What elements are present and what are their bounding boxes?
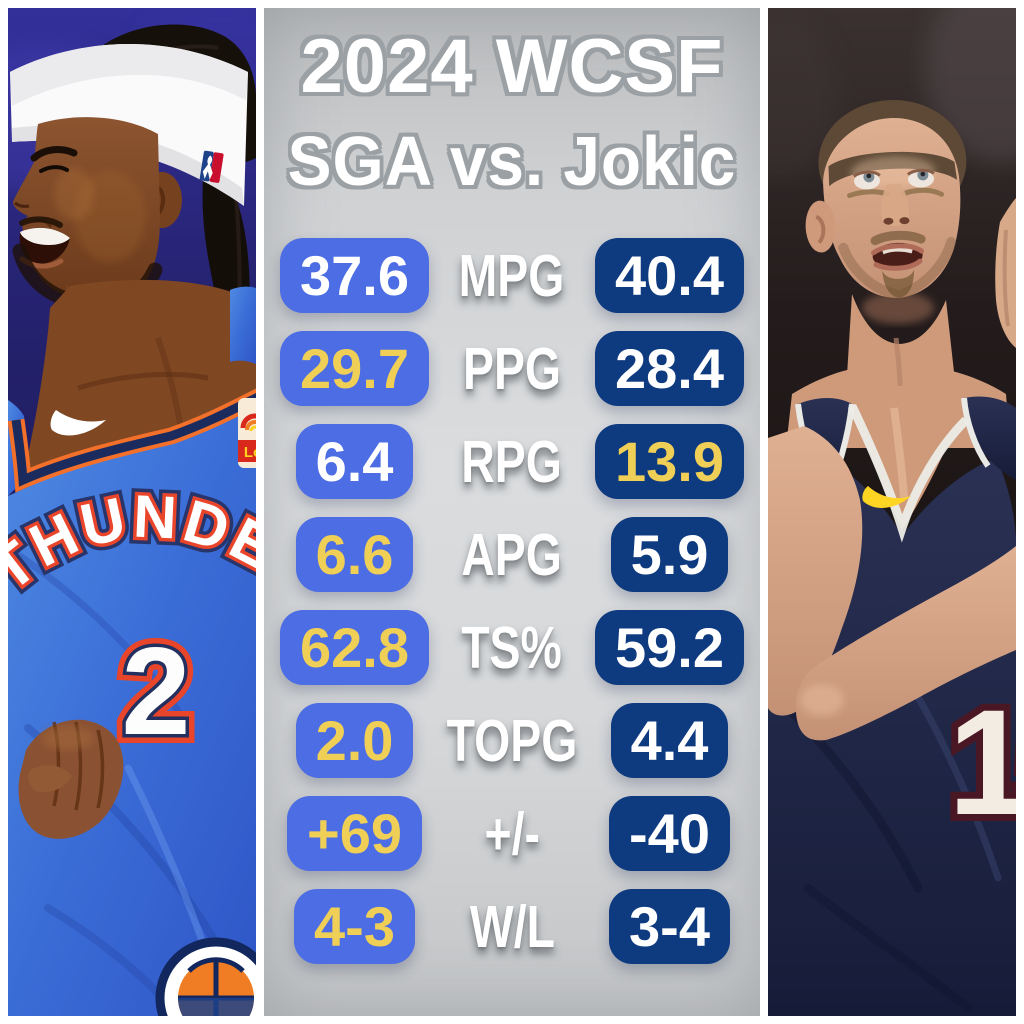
stat-row-mpg: 37.6 MPG 40.4 [264,238,760,313]
jokic-mustache [870,230,926,246]
sga-stat-pill: 29.7 [280,331,429,406]
jokic-chest [852,392,966,530]
jokic-stat-pill: 28.4 [595,331,744,406]
stat-row-topg: 2.0 TOPG 4.4 [264,703,760,778]
jokic-eyes [852,168,935,190]
nike-swoosh-icon [50,410,106,436]
number-fill: 15 [948,678,1016,846]
stats-panel: 2024 WCSF SGA vs. Jokic 37.6 MPG 40.4 29… [264,8,760,1016]
title-line-2: SGA vs. Jokic [287,122,737,200]
sponsor-patch-text: Lo [244,444,256,461]
sga-stat-pill: 4-3 [294,889,415,964]
jokic-neck [846,292,956,403]
jokic-stat-pill: -40 [609,796,730,871]
sga-fist [18,719,124,839]
jokic-stat-pill: 40.4 [595,238,744,313]
sga-stat-pill: 6.6 [295,517,414,592]
jokic-mouth [871,242,925,271]
okc-logo-icon [155,937,256,1016]
stat-row-rpg: 6.4 RPG 13.9 [264,424,760,499]
sga-eyebrow [30,146,78,162]
stat-label: PPG [462,335,562,402]
nba-logo-icon [199,150,224,183]
jokic-ear [805,200,836,253]
header: 2024 WCSF SGA vs. Jokic [264,8,760,208]
stat-label: APG [461,521,563,588]
sga-eye [39,165,69,173]
sga-stat-pill: 6.4 [295,424,414,499]
number-outline-red: 2 [122,623,191,761]
jokic-jaw-stubble [838,237,957,300]
nike-swoosh-icon [862,486,911,508]
jokic-upper-arm [768,426,863,716]
jokic-stat-pill: 59.2 [595,610,744,685]
jokic-photo: 15 15 [768,8,1016,1016]
sga-jersey-number: 2 2 [113,614,200,770]
sga-stat-pill: 62.8 [280,610,429,685]
jokic-stat-pill: 4.4 [610,703,729,778]
title-line-1: 2024 WCSF [300,24,724,109]
sga-stat-pill: +69 [287,796,422,871]
jokic-jersey-number: 15 15 [941,671,1016,853]
jokic-nose [881,183,910,226]
stat-label: RPG [461,428,563,495]
sga-thunder-jersey: Lo [8,286,256,1016]
number-fill: 2 [122,623,191,761]
sga-smile [19,227,70,269]
jokic-photo-illustration: 15 15 [768,8,1016,1016]
jokic-goatee [882,269,915,298]
stat-row-wl: 4-3 W/L 3-4 [264,889,760,964]
number-outline: 15 [948,678,1016,846]
jokic-head [805,100,967,300]
stat-label: TOPG [446,707,578,774]
stat-row-ts: 62.8 TS% 59.2 [264,610,760,685]
stat-label: TS% [461,614,563,681]
sga-photo-illustration: Lo THUNDER THUNDER [8,8,256,1016]
stat-label: MPG [459,242,565,309]
sponsor-patch: Lo [238,398,256,468]
stats-grid: 37.6 MPG 40.4 29.7 PPG 28.4 6.4 RPG 13.9… [264,238,760,964]
stat-row-plusminus: +69 +/- -40 [264,796,760,871]
jokic-arms [768,198,1016,741]
sga-mustache [19,216,63,228]
jersey-trim-navy [11,392,256,487]
stat-row-apg: 6.6 APG 5.9 [264,517,760,592]
jokic-stat-pill: 13.9 [595,424,744,499]
jersey-right-strap [964,396,1016,480]
stat-label: W/L [469,893,555,960]
jokic-stat-pill: 3-4 [609,889,730,964]
sga-stat-pill: 37.6 [280,238,429,313]
jokic-stat-pill: 5.9 [610,517,729,592]
jokic-hairline [828,151,958,187]
jokic-forearm [795,546,1016,741]
sga-photo: Lo THUNDER THUNDER [8,8,256,1016]
stat-row-ppg: 29.7 PPG 28.4 [264,331,760,406]
sga-stat-pill: 2.0 [295,703,414,778]
stat-label: +/- [484,800,540,867]
